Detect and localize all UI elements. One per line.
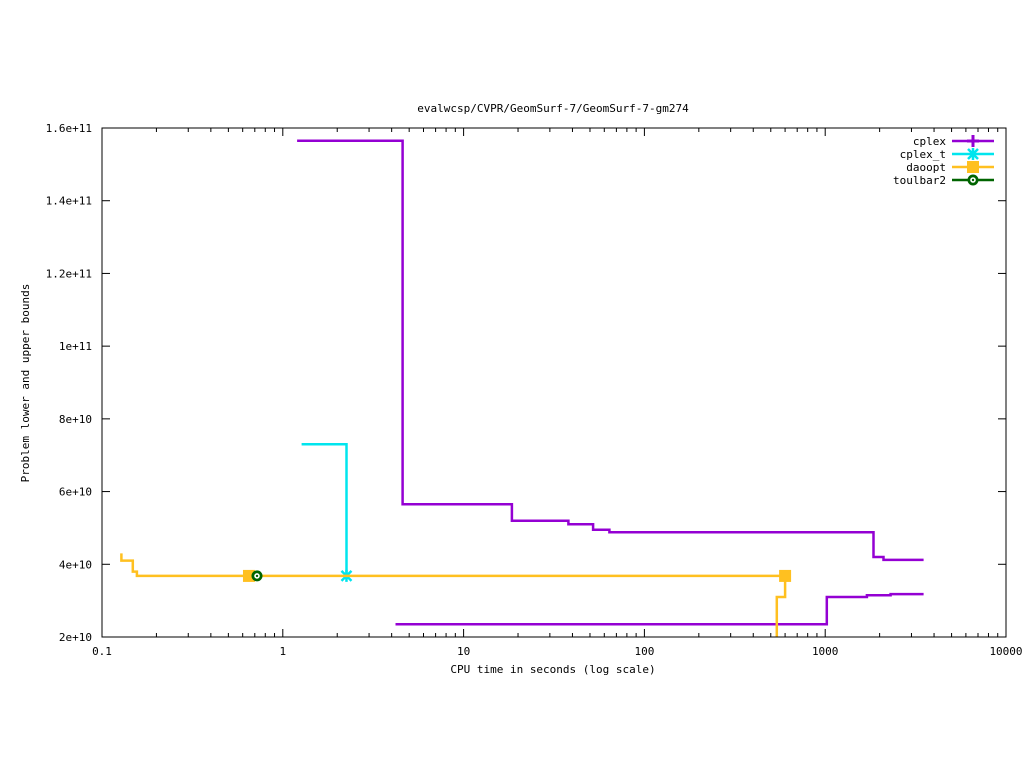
x-tick-label: 0.1 bbox=[92, 645, 112, 658]
series-daoopt-marker bbox=[242, 569, 255, 582]
legend-label: cplex_t bbox=[900, 148, 946, 161]
y-tick-label: 1.6e+11 bbox=[46, 122, 92, 135]
series-daoopt-upper-line bbox=[120, 553, 786, 578]
y-tick-label: 1.4e+11 bbox=[46, 195, 92, 208]
legend-entry-toulbar2: toulbar2 bbox=[893, 174, 994, 187]
legend-marker bbox=[967, 148, 979, 160]
y-axis-label: Problem lower and upper bounds bbox=[19, 284, 32, 483]
legend-marker bbox=[967, 174, 979, 186]
legend-entry-cplex: cplex bbox=[913, 135, 994, 148]
legend-label: cplex bbox=[913, 135, 946, 148]
chart-title: evalwcsp/CVPR/GeomSurf-7/GeomSurf-7-gm27… bbox=[417, 102, 689, 115]
series-cplex-lower-line bbox=[395, 592, 924, 626]
y-tick-label: 4e+10 bbox=[59, 558, 92, 571]
legend-label: toulbar2 bbox=[893, 174, 946, 187]
x-tick-label: 1000 bbox=[812, 645, 839, 658]
y-tick-label: 6e+10 bbox=[59, 486, 92, 499]
x-axis-label: CPU time in seconds (log scale) bbox=[450, 663, 655, 676]
x-tick-label: 1 bbox=[279, 645, 286, 658]
y-tick-label: 1.2e+11 bbox=[46, 267, 92, 280]
series-cplex-t-upper-line bbox=[301, 443, 348, 576]
series-toulbar2-marker bbox=[251, 570, 263, 582]
series-daoopt-marker bbox=[779, 569, 792, 582]
legend-marker bbox=[967, 161, 979, 173]
series-daoopt-lower-line bbox=[775, 575, 787, 637]
legend-label: daoopt bbox=[906, 161, 946, 174]
y-tick-label: 2e+10 bbox=[59, 631, 92, 644]
legend-entry-daoopt: daoopt bbox=[906, 161, 994, 174]
legend-entry-cplex-t: cplex_t bbox=[900, 148, 994, 161]
legend-marker bbox=[967, 135, 979, 147]
y-tick-label: 8e+10 bbox=[59, 413, 92, 426]
plot-content bbox=[120, 139, 924, 637]
series-cplex-upper-line bbox=[297, 139, 924, 562]
x-tick-label: 10 bbox=[457, 645, 470, 658]
x-tick-label: 100 bbox=[634, 645, 654, 658]
axes: 0.1 1 10 100 1000 10000 2e+10 4e+10 6e+10 8e+10 1e… bbox=[46, 122, 1023, 658]
plot-frame bbox=[101, 127, 1007, 638]
y-tick-label: 1e+11 bbox=[59, 340, 92, 353]
x-tick-label: 10000 bbox=[989, 645, 1022, 658]
